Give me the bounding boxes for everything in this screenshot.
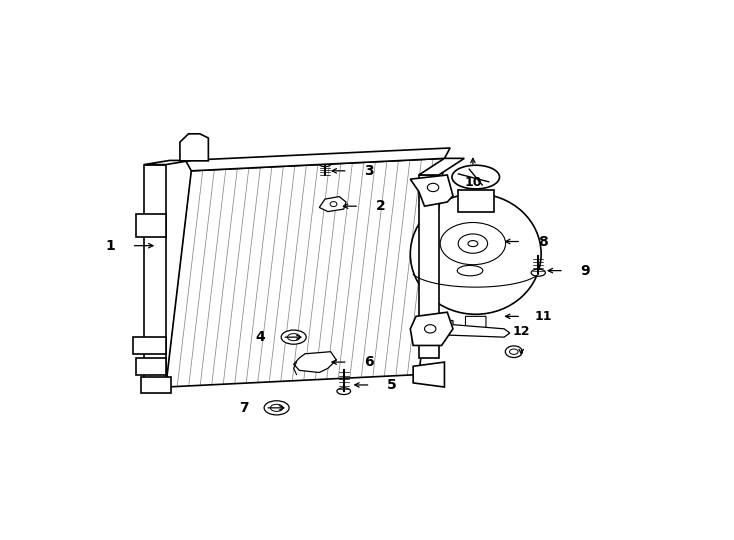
Text: 3: 3: [365, 164, 374, 178]
Polygon shape: [319, 197, 346, 212]
Ellipse shape: [452, 165, 500, 189]
Text: 11: 11: [534, 310, 551, 323]
Polygon shape: [144, 165, 166, 391]
Ellipse shape: [288, 334, 300, 341]
Polygon shape: [294, 352, 336, 373]
Polygon shape: [166, 158, 445, 387]
Text: 6: 6: [365, 355, 374, 369]
Polygon shape: [136, 358, 166, 375]
Text: 1: 1: [105, 239, 115, 253]
Polygon shape: [413, 362, 445, 387]
Polygon shape: [136, 214, 166, 238]
Text: 8: 8: [538, 234, 548, 248]
Text: 7: 7: [239, 401, 248, 415]
Polygon shape: [186, 148, 450, 171]
Polygon shape: [410, 312, 453, 346]
Polygon shape: [141, 377, 172, 393]
Polygon shape: [144, 160, 192, 165]
Ellipse shape: [458, 234, 487, 253]
Ellipse shape: [337, 388, 351, 395]
Ellipse shape: [270, 404, 283, 411]
Text: 12: 12: [512, 325, 530, 338]
Ellipse shape: [319, 160, 331, 167]
Ellipse shape: [264, 401, 289, 415]
Polygon shape: [457, 190, 494, 212]
Ellipse shape: [468, 241, 478, 247]
Polygon shape: [410, 175, 453, 206]
Polygon shape: [419, 175, 439, 358]
Circle shape: [424, 325, 436, 333]
Text: 4: 4: [256, 330, 266, 344]
Ellipse shape: [509, 349, 518, 354]
Polygon shape: [133, 337, 166, 354]
Text: 10: 10: [464, 176, 482, 189]
Circle shape: [330, 201, 337, 207]
Ellipse shape: [531, 269, 545, 276]
Text: 5: 5: [388, 378, 397, 392]
Ellipse shape: [410, 194, 541, 314]
Polygon shape: [180, 134, 208, 161]
Circle shape: [440, 328, 448, 334]
Ellipse shape: [440, 222, 506, 265]
Polygon shape: [419, 158, 465, 175]
Circle shape: [427, 183, 439, 192]
Ellipse shape: [281, 330, 306, 344]
Text: 9: 9: [581, 264, 590, 278]
Polygon shape: [436, 321, 510, 341]
Ellipse shape: [505, 346, 523, 357]
Text: 2: 2: [376, 199, 385, 213]
Polygon shape: [465, 316, 486, 331]
Ellipse shape: [457, 266, 483, 276]
